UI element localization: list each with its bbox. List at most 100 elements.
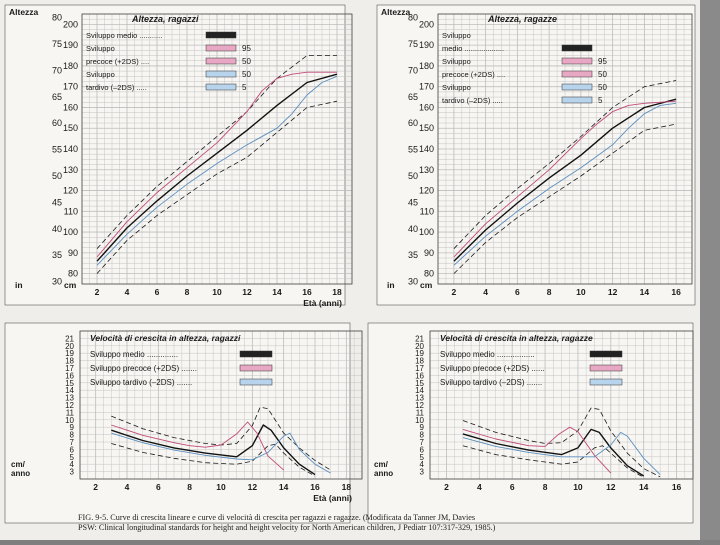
x-tick-label: 6 xyxy=(155,287,160,297)
y-tick-label: 17 xyxy=(65,364,74,373)
series-line-tardivo xyxy=(96,75,338,266)
y-tick-cm: 150 xyxy=(63,123,78,133)
series-line-medio xyxy=(96,73,338,262)
y-tick-cm: 180 xyxy=(63,61,78,71)
series-line-p95 xyxy=(462,407,661,478)
x-tick-label: 4 xyxy=(477,482,482,492)
figure-caption: FIG. 9-5. Curve di crescita lineare e cu… xyxy=(78,513,678,533)
y-tick-label: 8 xyxy=(70,431,75,440)
y-tick-cm: 160 xyxy=(419,102,434,112)
plot-border xyxy=(79,330,363,480)
x-tick-label: 2 xyxy=(444,482,449,492)
y-unit: cm/ xyxy=(11,460,26,469)
legend-swatch-late xyxy=(205,70,237,78)
legend-swatch-early xyxy=(561,57,593,65)
y-tick-label: 18 xyxy=(65,357,74,366)
legend-percentile: 5 xyxy=(242,83,247,92)
y-tick-label: 12 xyxy=(65,401,74,410)
legend-label: tardivo (–2DS) ..... xyxy=(442,96,503,105)
legend-swatch-late xyxy=(205,83,237,91)
y-tick-cm: 100 xyxy=(63,227,78,237)
x-tick-label: 10 xyxy=(576,287,586,297)
y-tick-cm: 130 xyxy=(419,165,434,175)
y-unit: anno xyxy=(374,469,393,478)
legend-label: precoce (+2DS) .... xyxy=(86,57,149,66)
chart-2: 2 4 6 8 10 12 14 16 80 90 100 110 120 130 140 150 160 170… xyxy=(376,4,696,306)
y-tick-label: 10 xyxy=(415,416,424,425)
y-tick-label: 12 xyxy=(415,401,424,410)
x-tick-label: 2 xyxy=(95,287,100,297)
legend-swatch-late xyxy=(239,378,273,386)
y-tick-in: 80 xyxy=(52,13,62,23)
legend-label: Sviluppo medio ................. xyxy=(440,350,535,359)
legend-label: Sviluppo xyxy=(86,44,115,53)
gridlines xyxy=(429,330,694,480)
y-tick-in: 40 xyxy=(52,224,62,234)
y-tick-cm: 90 xyxy=(424,248,434,258)
y-tick-label: 3 xyxy=(70,468,75,477)
x-tick-label: 6 xyxy=(156,482,161,492)
y-tick-cm: 80 xyxy=(424,269,434,279)
x-tick-label: 8 xyxy=(185,287,190,297)
x-tick-label: 18 xyxy=(332,287,342,297)
legend-percentile: 95 xyxy=(598,57,607,66)
x-axis-label: Età (anni) xyxy=(313,493,352,503)
y-tick-cm: 190 xyxy=(63,40,78,50)
legend-swatch-early xyxy=(205,57,237,65)
y-tick-label: 11 xyxy=(66,408,75,417)
series-line-medio xyxy=(453,98,677,262)
series-line-medio xyxy=(111,424,316,476)
y-tick-in: 30 xyxy=(52,277,62,287)
legend-label: Sviluppo xyxy=(86,70,115,79)
x-tick-label: 10 xyxy=(573,482,583,492)
y-tick-label: 19 xyxy=(415,349,424,358)
x-tick-label: 12 xyxy=(606,482,616,492)
legend-label: tardivo (–2DS) ..... xyxy=(86,83,147,92)
y-tick-in: 60 xyxy=(52,118,62,128)
series-line-p5 xyxy=(453,123,677,274)
legend-percentile: 5 xyxy=(598,96,603,105)
legend-swatch-mean xyxy=(205,31,237,39)
legend-swatch-mean xyxy=(239,350,273,358)
chart-4: 2 4 6 8 10 12 14 163456789101112131415161718192… xyxy=(367,322,694,524)
y-tick-label: 19 xyxy=(65,349,74,358)
y-tick-label: 15 xyxy=(65,379,74,388)
x-tick-label: 14 xyxy=(272,287,282,297)
y-tick-cm: 140 xyxy=(419,144,434,154)
y-tick-label: 9 xyxy=(420,423,425,432)
y-tick-label: 5 xyxy=(70,453,75,462)
y-tick-cm: 130 xyxy=(63,165,78,175)
series-line-tardivo xyxy=(462,431,661,475)
series-line-p95 xyxy=(111,406,331,471)
y-unit: anno xyxy=(11,469,30,478)
y-tick-label: 6 xyxy=(420,445,425,454)
unit-cm: cm xyxy=(420,280,433,290)
y-tick-label: 18 xyxy=(415,357,424,366)
y-tick-in: 55 xyxy=(408,145,418,155)
y-tick-in: 65 xyxy=(52,92,62,102)
y-tick-in: 80 xyxy=(408,13,418,23)
y-unit: cm/ xyxy=(374,460,389,469)
chart-title: Velocità di crescita in altezza, ragazzi xyxy=(90,333,241,343)
x-axis-label: Età (anni) xyxy=(303,298,342,308)
y-tick-label: 15 xyxy=(415,379,424,388)
y-tick-in: 75 xyxy=(52,39,62,49)
legend-swatch-mean xyxy=(561,44,593,52)
y-tick-label: 14 xyxy=(415,386,424,395)
y-tick-label: 21 xyxy=(415,334,424,343)
y-tick-label: 20 xyxy=(415,342,424,351)
legend-label: Sviluppo medio .............. xyxy=(90,350,178,359)
textbook-page: 2 4 6 8 10 12 14 16 18 Età (anni) 80 90 100 110 120 130… xyxy=(0,0,700,540)
x-tick-label: 2 xyxy=(93,482,98,492)
legend-swatch-late xyxy=(589,378,623,386)
x-tick-label: 14 xyxy=(639,482,649,492)
y-tick-in: 40 xyxy=(408,224,418,234)
y-tick-label: 13 xyxy=(65,394,74,403)
y-tick-cm: 110 xyxy=(64,206,78,216)
y-tick-in: 70 xyxy=(408,65,418,75)
y-tick-cm: 110 xyxy=(420,206,434,216)
legend-swatch-early xyxy=(589,364,623,372)
legend-swatch-mean xyxy=(589,350,623,358)
